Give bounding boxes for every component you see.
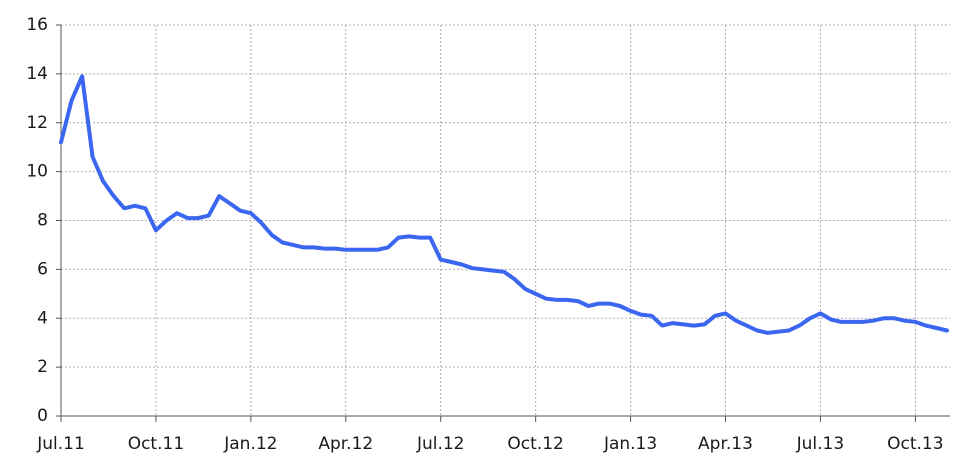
x-tick-label: Apr.13 — [698, 434, 753, 454]
y-tick-label: 6 — [37, 259, 48, 279]
x-tick-label: Oct.11 — [128, 434, 184, 454]
y-tick-label: 4 — [37, 308, 48, 328]
y-tick-label: 2 — [37, 357, 48, 377]
y-tick-label: 0 — [37, 406, 48, 426]
y-tick-label: 14 — [26, 64, 48, 84]
x-tick-label: Oct.13 — [887, 434, 943, 454]
x-tick-label: Oct.12 — [507, 434, 563, 454]
data-line — [59, 74, 949, 335]
y-tick-label: 16 — [26, 15, 48, 35]
x-tick-label: Jan.12 — [223, 434, 277, 454]
y-tick-label: 10 — [26, 162, 48, 182]
x-tick-label: Jan.13 — [603, 434, 657, 454]
y-tick-label: 12 — [26, 113, 48, 133]
y-tick-label: 8 — [37, 211, 48, 231]
x-tick-label: Jul.11 — [36, 434, 85, 454]
x-tick-label: Jul.12 — [416, 434, 465, 454]
x-tick-label: Jul.13 — [796, 434, 845, 454]
x-tick-label: Apr.12 — [318, 434, 373, 454]
